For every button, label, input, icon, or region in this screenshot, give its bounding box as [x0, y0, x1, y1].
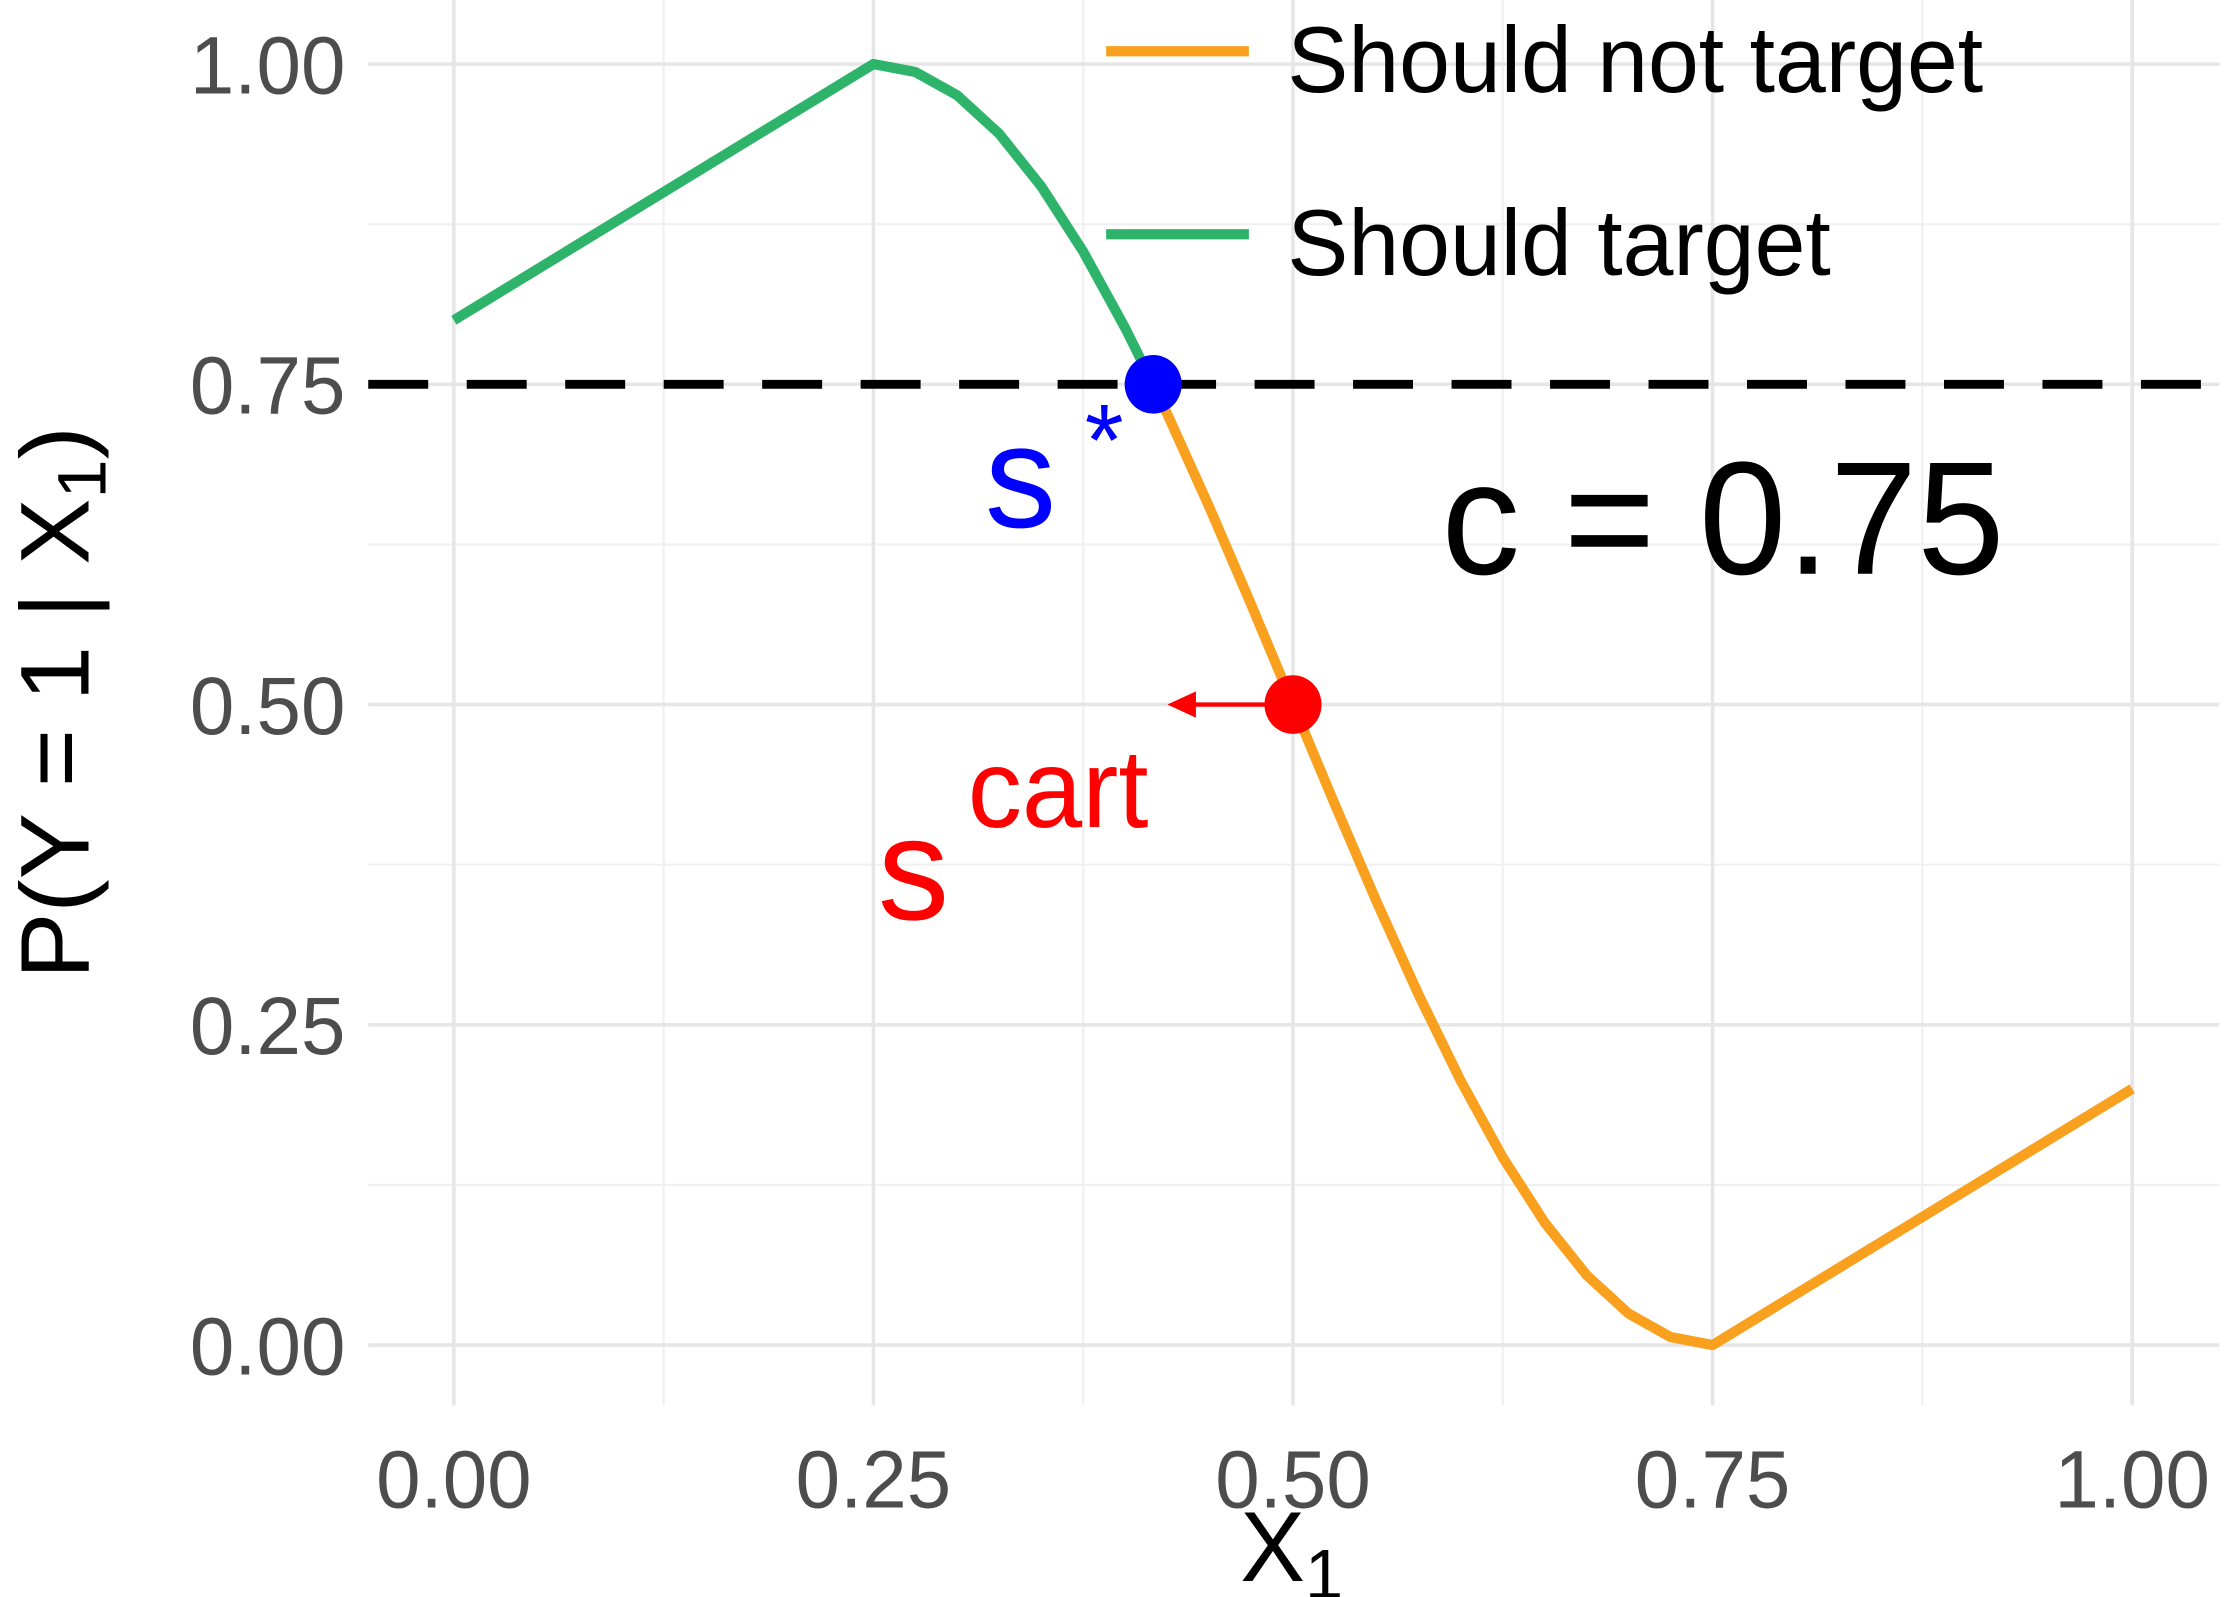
annotation: c = 0.75 [1442, 428, 2005, 608]
x-tick-label: 1.00 [2054, 1435, 2210, 1526]
x-tick-label: 0.50 [1215, 1435, 1371, 1526]
y-axis-label-text: P(Y = 1 | X [1, 499, 110, 979]
x-axis-label: X1 [1240, 1491, 1343, 1597]
y-axis-label: P(Y = 1 | X1) [1, 426, 121, 979]
arrow-head [1167, 691, 1196, 718]
marker [1124, 355, 1182, 414]
x-axis-label-text: X [1240, 1491, 1305, 1597]
series-line [1148, 382, 2135, 1351]
marker-label: s [985, 394, 1056, 558]
marker-label-sup: * [1085, 384, 1124, 498]
y-tick-label: 0.25 [190, 981, 346, 1072]
marker-label-sup: cart [968, 728, 1149, 852]
x-axis-label-sub: 1 [1305, 1535, 1343, 1597]
marker-label: s [878, 787, 949, 951]
x-tick-label: 0.00 [376, 1435, 532, 1526]
y-tick-label: 0.75 [190, 341, 346, 432]
marker [1264, 675, 1322, 734]
series-line [451, 58, 1158, 387]
y-tick-label: 0.00 [190, 1301, 346, 1392]
x-tick-label: 0.75 [1635, 1435, 1791, 1526]
y-tick-label: 0.50 [190, 661, 346, 752]
x-tick-label: 0.25 [796, 1435, 952, 1526]
y-axis-label-sub: 1 [43, 459, 120, 498]
y-axis-label-end: ) [1, 426, 110, 459]
legend-label: Should not target [1287, 7, 1983, 112]
legend-label: Should target [1287, 190, 1831, 295]
y-tick-label: 1.00 [190, 20, 346, 111]
